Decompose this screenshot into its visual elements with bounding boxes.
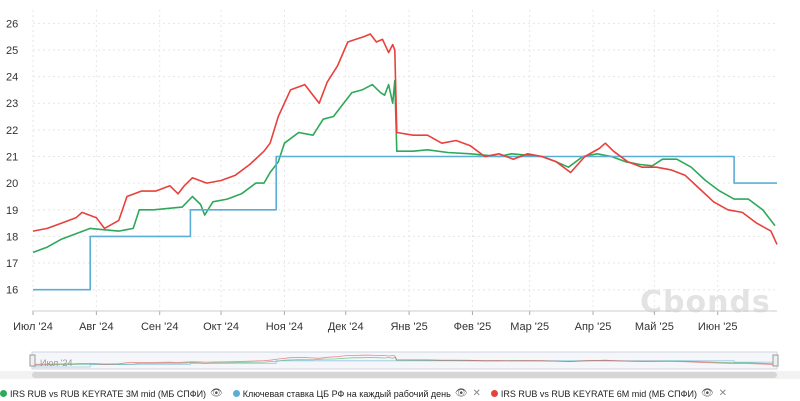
x-tick-label: Апр '25 <box>575 321 612 333</box>
legend-dot-icon <box>0 390 7 397</box>
y-tick-label: 25 <box>6 45 18 57</box>
navigator-scrollbar-thumb[interactable] <box>32 372 777 378</box>
series-line-1[interactable] <box>33 155 777 291</box>
navigator-series-line-2 <box>32 354 778 366</box>
series-line-0[interactable] <box>32 79 776 254</box>
y-tick-label: 22 <box>6 125 18 137</box>
x-tick-label: Мар '25 <box>510 321 549 333</box>
x-axis: Июл '24 Авг '24 Сен '24 Окт '24 Ноя '24 Дек '… <box>13 310 777 333</box>
legend-item-irs-6m[interactable]: IRS RUB vs RUB KEYRATE 6M mid (МБ СПФИ) … <box>490 388 728 399</box>
legend-dot-icon <box>232 390 240 397</box>
y-tick-label: 17 <box>6 258 18 270</box>
y-tick-label: 24 <box>6 72 18 84</box>
eye-icon[interactable]: 👁 <box>210 388 223 399</box>
y-tick-label: 26 <box>6 18 18 30</box>
x-tick-label: Май '25 <box>635 321 674 333</box>
grid <box>32 10 777 311</box>
y-tick-label: 16 <box>6 285 18 297</box>
legend: IRS RUB vs RUB KEYRATE 3M mid (МБ СПФИ) … <box>0 386 800 401</box>
legend-label: IRS RUB vs RUB KEYRATE 3M mid (МБ СПФИ) <box>10 388 207 399</box>
close-icon[interactable]: ✕ <box>718 388 728 399</box>
x-tick-label: Авг '24 <box>79 321 114 333</box>
x-tick-label: Фев '25 <box>454 321 492 333</box>
y-tick-label: 18 <box>6 231 18 243</box>
cbonds-watermark: Cbonds <box>640 285 771 320</box>
navigator-series <box>32 354 778 368</box>
legend-item-key-rate[interactable]: Ключевая ставка ЦБ РФ на каждый рабочий … <box>232 388 481 399</box>
x-tick-label: Июл '24 <box>13 321 53 333</box>
legend-label: Ключевая ставка ЦБ РФ на каждый рабочий … <box>242 388 451 399</box>
navigator-series-line-1 <box>33 360 777 368</box>
series-lines[interactable] <box>32 33 778 291</box>
x-tick-label: Дек '24 <box>328 321 364 333</box>
eye-icon[interactable]: 👁 <box>700 388 714 399</box>
x-tick-label: Окт '24 <box>203 321 239 333</box>
series-line-2[interactable] <box>32 33 778 245</box>
navigator-label: Июл '24 <box>40 358 73 368</box>
x-tick-label: Сен '24 <box>141 321 179 333</box>
eye-icon[interactable]: 👁 <box>454 388 468 399</box>
navigator-left-handle[interactable] <box>29 354 36 367</box>
y-tick-label: 20 <box>6 178 18 190</box>
y-tick-label: 23 <box>6 98 18 110</box>
x-tick-label: Июн '25 <box>698 321 738 333</box>
legend-dot-icon <box>490 390 498 397</box>
close-icon[interactable]: ✕ <box>472 388 481 399</box>
y-axis: 16 17 18 19 20 21 22 23 24 25 26 <box>6 18 18 296</box>
range-navigator[interactable]: Июл '24 <box>0 351 800 379</box>
x-tick-label: Янв '25 <box>390 321 427 333</box>
legend-item-irs-3m[interactable]: IRS RUB vs RUB KEYRATE 3M mid (МБ СПФИ) … <box>0 388 223 399</box>
y-tick-label: 19 <box>6 205 18 217</box>
legend-label: IRS RUB vs RUB KEYRATE 6M mid (МБ СПФИ) <box>500 388 697 399</box>
x-tick-label: Ноя '24 <box>266 321 303 333</box>
y-tick-label: 21 <box>6 152 18 164</box>
navigator-right-handle[interactable] <box>772 354 779 367</box>
